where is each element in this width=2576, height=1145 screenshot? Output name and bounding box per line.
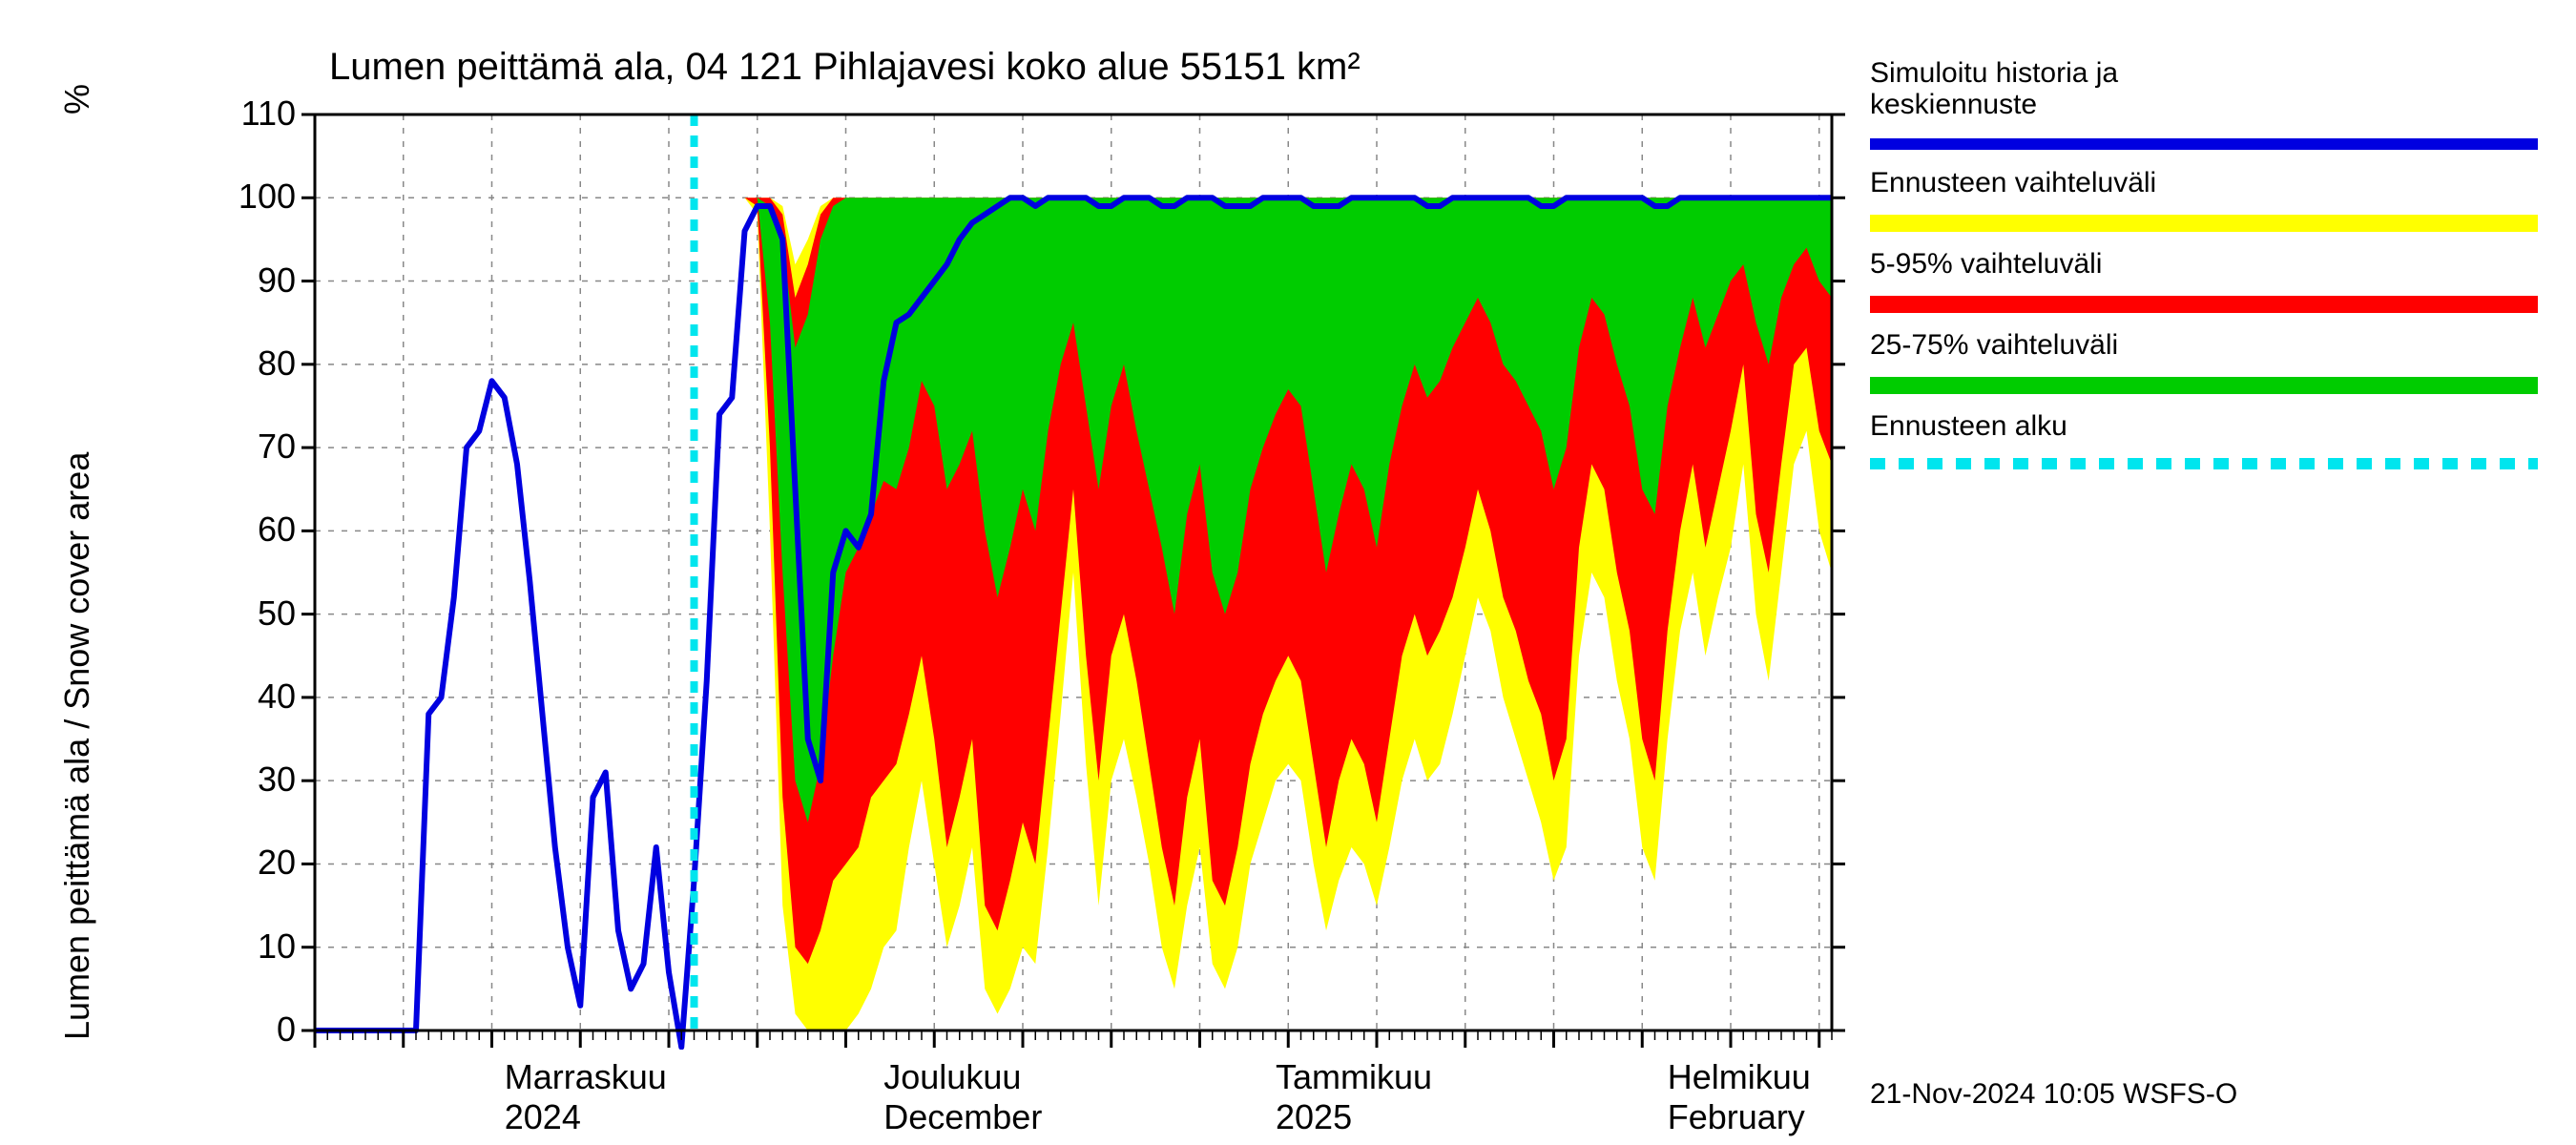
y-tick-label: 70 xyxy=(210,427,296,467)
legend-label: Simuloitu historia ja keskiennuste xyxy=(1870,57,2118,120)
legend-swatch xyxy=(1870,377,2538,394)
y-tick-label: 90 xyxy=(210,260,296,301)
x-month-sublabel: 2025 xyxy=(1276,1097,1352,1137)
legend-swatch xyxy=(1870,296,2538,313)
y-tick-label: 50 xyxy=(210,593,296,634)
y-tick-label: 110 xyxy=(210,94,296,134)
legend-swatch xyxy=(1870,458,2538,469)
timestamp-footer: 21-Nov-2024 10:05 WSFS-O xyxy=(1870,1078,2237,1111)
y-tick-label: 80 xyxy=(210,344,296,384)
legend-label: Ennusteen vaihteluväli xyxy=(1870,167,2156,198)
y-tick-label: 10 xyxy=(210,926,296,967)
x-month-label: Helmikuu xyxy=(1668,1057,1811,1097)
x-month-sublabel: December xyxy=(883,1097,1042,1137)
legend-swatch xyxy=(1870,138,2538,150)
x-month-label: Marraskuu xyxy=(505,1057,667,1097)
legend-label: 5-95% vaihteluväli xyxy=(1870,248,2102,280)
y-tick-label: 40 xyxy=(210,677,296,717)
y-tick-label: 100 xyxy=(210,177,296,217)
y-tick-label: 30 xyxy=(210,760,296,800)
y-axis-label: Lumen peittämä ala / Snow cover area xyxy=(57,452,97,1040)
x-month-label: Tammikuu xyxy=(1276,1057,1432,1097)
chart-plot xyxy=(296,95,1851,1050)
chart-title: Lumen peittämä ala, 04 121 Pihlajavesi k… xyxy=(329,46,1361,89)
x-month-sublabel: 2024 xyxy=(505,1097,581,1137)
legend-swatch xyxy=(1870,215,2538,232)
x-month-sublabel: February xyxy=(1668,1097,1805,1137)
legend-label: 25-75% vaihteluväli xyxy=(1870,329,2118,361)
y-tick-label: 60 xyxy=(210,510,296,550)
y-tick-label: 0 xyxy=(210,1010,296,1050)
y-axis-unit: % xyxy=(57,84,97,114)
x-month-label: Joulukuu xyxy=(883,1057,1021,1097)
y-tick-label: 20 xyxy=(210,843,296,883)
legend-label: Ennusteen alku xyxy=(1870,410,2067,442)
